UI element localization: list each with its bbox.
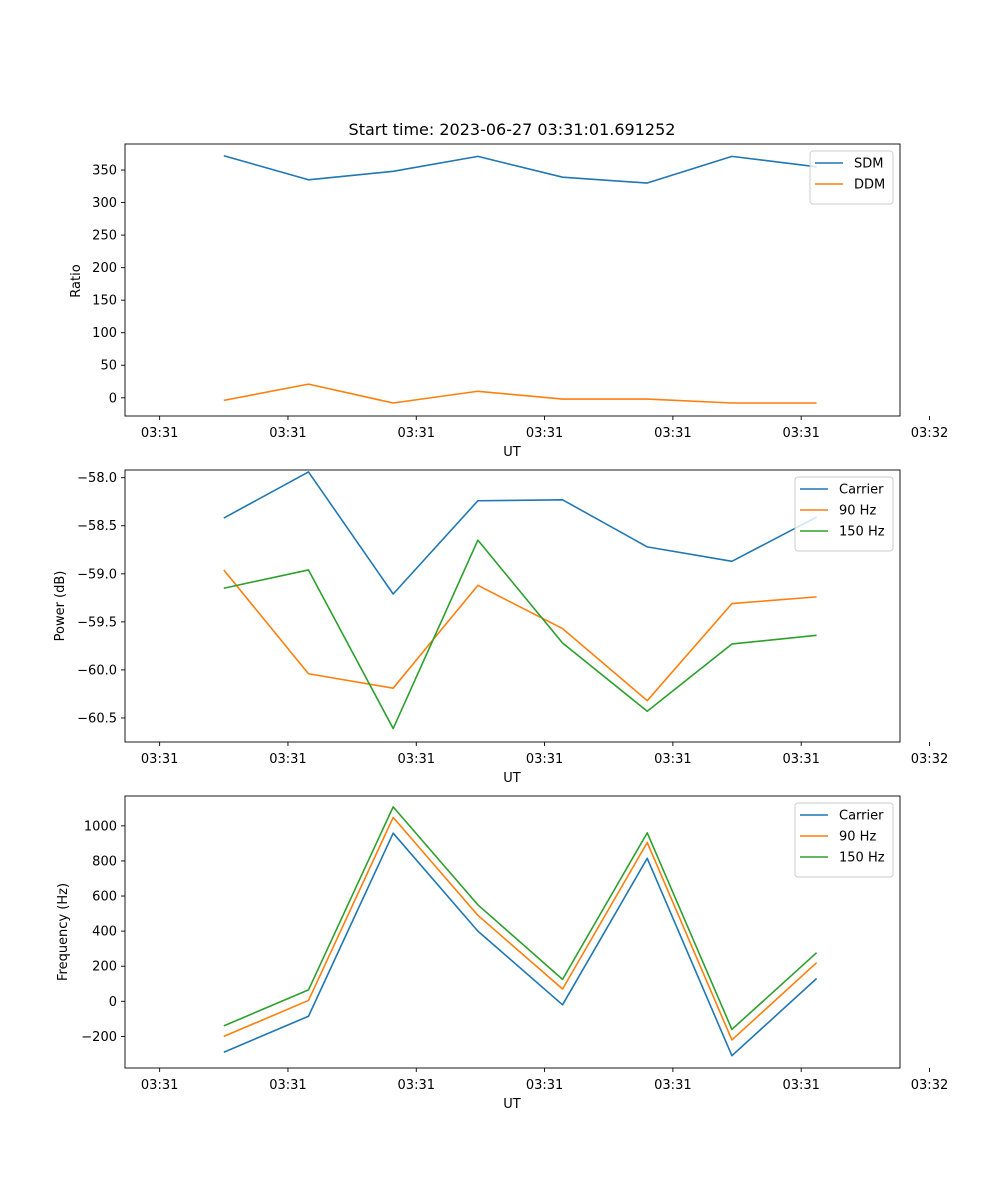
series-line-150-hz bbox=[223, 539, 817, 730]
series-line-150-hz bbox=[223, 806, 818, 1031]
legend-label: 150 Hz bbox=[839, 525, 885, 540]
ratio-panel: Start time: 2023-06-27 03:31:01.691252 U… bbox=[69, 120, 948, 460]
axes-frame bbox=[124, 143, 901, 417]
x-axis-label: UT bbox=[503, 445, 521, 460]
axes-frame bbox=[124, 795, 901, 1069]
y-tick-label: 200 bbox=[92, 960, 117, 975]
y-axis-label: Ratio bbox=[69, 264, 84, 297]
y-tick-label: 300 bbox=[92, 196, 117, 211]
x-tick-label: 03:31 bbox=[654, 752, 691, 767]
y-tick-label: 0 bbox=[109, 391, 117, 406]
x-tick-label: 03:31 bbox=[782, 752, 819, 767]
y-tick-label: 250 bbox=[92, 229, 117, 244]
y-tick-label: −60.5 bbox=[77, 711, 117, 726]
y-tick-label: 0 bbox=[109, 995, 117, 1010]
y-tick-label: −60.0 bbox=[77, 663, 117, 678]
x-tick-label: 03:31 bbox=[269, 426, 306, 441]
x-tick-label: 03:31 bbox=[269, 1078, 306, 1093]
x-tick-label: 03:31 bbox=[654, 426, 691, 441]
x-axis-label: UT bbox=[503, 771, 521, 786]
y-tick-label: −59.5 bbox=[77, 615, 117, 630]
y-tick-label: 150 bbox=[92, 294, 117, 309]
y-axis-label: Frequency (Hz) bbox=[56, 883, 71, 981]
y-tick-label: −58.0 bbox=[77, 471, 117, 486]
x-axis-label: UT bbox=[503, 1097, 521, 1112]
x-tick-label: 03:31 bbox=[654, 1078, 691, 1093]
legend-box bbox=[794, 802, 894, 878]
y-tick-label: −200 bbox=[81, 1030, 117, 1045]
x-tick-label: 03:31 bbox=[526, 752, 563, 767]
legend-label: Carrier bbox=[839, 809, 884, 824]
legend-label: SDM bbox=[854, 157, 883, 172]
y-tick-label: 200 bbox=[92, 261, 117, 276]
y-tick-label: 50 bbox=[100, 359, 117, 374]
y-axis-label: Power (dB) bbox=[53, 571, 68, 642]
y-tick-label: 100 bbox=[92, 326, 117, 341]
legend: Carrier 90 Hz 150 Hz bbox=[794, 802, 894, 878]
x-tick-label: 03:31 bbox=[782, 426, 819, 441]
legend-label: 90 Hz bbox=[839, 504, 876, 519]
legend: SDM DDM bbox=[809, 150, 894, 205]
power-panel: UT Power (dB) 03:31 03:31 03:31 03:31 03:31 0… bbox=[53, 469, 948, 786]
axes-frame bbox=[124, 469, 901, 743]
series-line-90-hz bbox=[223, 569, 817, 702]
legend-label: DDM bbox=[854, 178, 885, 193]
series-line-90-hz bbox=[223, 816, 818, 1041]
legend-box bbox=[809, 150, 894, 205]
x-tick-label: 03:31 bbox=[269, 752, 306, 767]
legend-label: 90 Hz bbox=[839, 830, 876, 845]
frequency-panel: UT Frequency (Hz) 03:31 03:31 03:31 03:31 03… bbox=[56, 795, 948, 1112]
series-line-ddm bbox=[223, 383, 817, 404]
y-tick-label: 800 bbox=[92, 854, 117, 869]
x-tick-label: 03:32 bbox=[911, 752, 948, 767]
x-tick-label: 03:31 bbox=[141, 1078, 178, 1093]
x-tick-label: 03:31 bbox=[141, 752, 178, 767]
x-tick-label: 03:31 bbox=[782, 1078, 819, 1093]
y-tick-label: 400 bbox=[92, 925, 117, 940]
legend: Carrier 90 Hz 150 Hz bbox=[794, 476, 894, 552]
x-tick-label: 03:32 bbox=[911, 1078, 948, 1093]
y-tick-label: −58.5 bbox=[77, 519, 117, 534]
x-tick-label: 03:31 bbox=[526, 1078, 563, 1093]
y-tick-label: 600 bbox=[92, 890, 117, 905]
x-tick-label: 03:32 bbox=[911, 426, 948, 441]
legend-label: Carrier bbox=[839, 483, 884, 498]
series-line-sdm bbox=[223, 154, 817, 184]
x-tick-label: 03:31 bbox=[398, 1078, 435, 1093]
series-line-carrier bbox=[223, 832, 818, 1057]
x-tick-label: 03:31 bbox=[526, 426, 563, 441]
y-tick-label: 350 bbox=[92, 164, 117, 179]
y-tick-label: 1000 bbox=[84, 819, 117, 834]
x-tick-label: 03:31 bbox=[141, 426, 178, 441]
chart-title: Start time: 2023-06-27 03:31:01.691252 bbox=[349, 120, 676, 139]
legend-label: 150 Hz bbox=[839, 851, 885, 866]
y-tick-label: −59.0 bbox=[77, 567, 117, 582]
legend-box bbox=[794, 476, 894, 552]
series-line-carrier bbox=[223, 471, 817, 595]
x-tick-label: 03:31 bbox=[398, 752, 435, 767]
x-tick-label: 03:31 bbox=[398, 426, 435, 441]
